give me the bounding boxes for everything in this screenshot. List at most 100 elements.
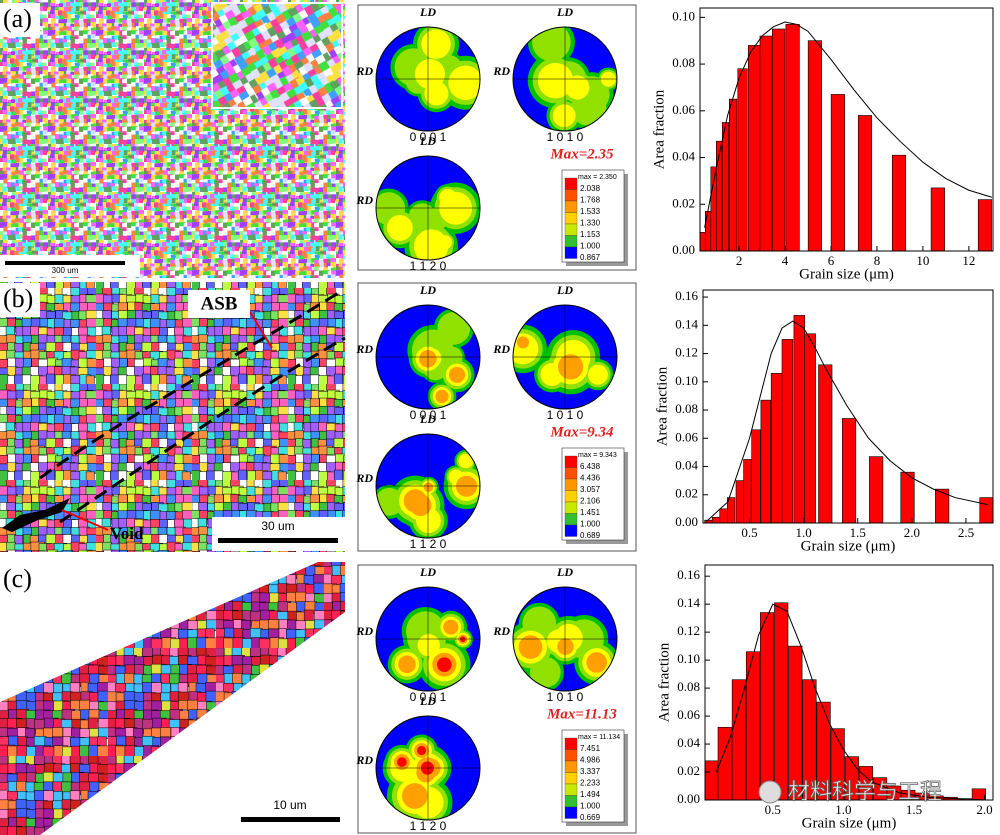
legend-level: 3.057 [580, 485, 601, 494]
legend-swatch [564, 783, 578, 796]
legend-swatch [564, 749, 578, 762]
axis-ld: LD [419, 694, 436, 708]
legend-level: 7.451 [580, 744, 601, 753]
pole-figure-outline [375, 26, 481, 132]
bar [774, 602, 789, 800]
axis-rd: RD [355, 64, 373, 78]
legend-level: 1.000 [580, 520, 601, 529]
y-axis-label: Area fraction [654, 366, 670, 446]
x-tick-label: 2.0 [904, 525, 920, 540]
legend-level: 4.436 [580, 474, 601, 483]
scale-bar-bg [0, 255, 140, 277]
legend-swatch [564, 513, 578, 526]
y-tick-label: 0.06 [677, 707, 700, 722]
fit-curve [704, 21, 992, 228]
y-tick-label: 0.00 [675, 514, 698, 529]
bar [705, 760, 718, 800]
legend-level: 2.106 [580, 497, 601, 506]
panel-label-bg [0, 563, 40, 597]
bar [807, 40, 822, 251]
scale-bar [241, 817, 340, 822]
y-tick-label: 0.12 [675, 345, 698, 360]
intensity-contour [587, 364, 608, 385]
legend-swatch [564, 467, 578, 480]
pole-figure-outline [375, 586, 481, 692]
x-tick-label: 0.5 [741, 525, 757, 540]
watermark-icon [758, 780, 782, 804]
axes-frame [699, 7, 994, 252]
pole-figure-outline [512, 304, 618, 410]
legend-swatch [564, 524, 578, 537]
y-tick-label: 0.16 [677, 567, 700, 582]
bar [728, 98, 738, 251]
fit-curve [705, 320, 988, 522]
x-tick-label: 1.0 [796, 525, 812, 540]
axis-rd: RD [492, 624, 510, 638]
bar [737, 68, 748, 251]
intensity-contour [537, 62, 574, 99]
intensity-contour [439, 188, 457, 207]
legend-level: 1.768 [580, 196, 601, 205]
y-tick-label: 0.04 [675, 457, 698, 472]
intensity-contour [386, 215, 413, 241]
legend-swatch [564, 772, 578, 785]
intensity-contour [417, 746, 427, 756]
bar [751, 429, 761, 523]
x-tick-label: 2.0 [976, 802, 992, 817]
intensity-contour [552, 104, 576, 128]
x-tick-label: 6 [828, 253, 835, 268]
pole-index: 1 1 2 0 [410, 259, 447, 273]
panel-label-bg [0, 3, 40, 37]
y-tick-label: 0.06 [672, 102, 695, 117]
intensity-contour [408, 203, 436, 231]
x-axis-label: Grain size (μm) [799, 266, 894, 282]
intensity-contour [424, 81, 449, 106]
scale-bar [5, 261, 125, 265]
pole-figure-outline [512, 586, 618, 692]
intensity-contour [421, 29, 451, 59]
annotation-bg [188, 290, 250, 318]
pole-figure-outline [375, 433, 481, 539]
legend-max: max = 9.343 [578, 452, 617, 459]
axis-ld: LD [419, 5, 436, 19]
plot-area [705, 602, 986, 800]
y-tick-label: 0.08 [677, 679, 700, 694]
intensity-contour [448, 65, 480, 101]
y-tick-label: 0.00 [672, 242, 695, 257]
bar [719, 508, 728, 523]
scale-bar-bg [212, 517, 345, 551]
y-tick-label: 0.08 [672, 55, 695, 70]
x-tick-label: 4 [782, 253, 789, 268]
arrow [61, 509, 109, 531]
x-tick-label: 0.5 [765, 802, 781, 817]
intensity-contour [435, 389, 449, 403]
intensity-contour [376, 487, 404, 516]
bar [704, 210, 712, 251]
legend-swatch [564, 478, 578, 491]
axis-rd: RD [355, 342, 373, 356]
legend-swatch [564, 235, 578, 248]
bar [869, 456, 884, 523]
x-axis-label: Grain size (μm) [802, 815, 897, 831]
legend-swatch [564, 246, 578, 259]
pole-index: 0 0 0 1 [410, 408, 447, 422]
bar [891, 154, 907, 251]
legend-swatch [564, 455, 578, 468]
legend-swatch [564, 200, 578, 213]
intensity-contour [557, 354, 584, 380]
bar [971, 788, 986, 800]
asb-boundary [39, 290, 341, 480]
legend-level: 1.533 [580, 207, 601, 216]
fit-curve [715, 603, 985, 800]
x-tick-label: 2.5 [958, 525, 974, 540]
scale-bar-label: 30 um [261, 519, 294, 533]
bar [804, 333, 816, 523]
pole-figure-outline [375, 715, 481, 821]
legend-swatch [564, 795, 578, 808]
bar [781, 339, 794, 523]
pole-index: 1 0 1 0 [547, 408, 584, 422]
bar [977, 199, 993, 251]
y-tick-label: 0.10 [675, 373, 698, 388]
